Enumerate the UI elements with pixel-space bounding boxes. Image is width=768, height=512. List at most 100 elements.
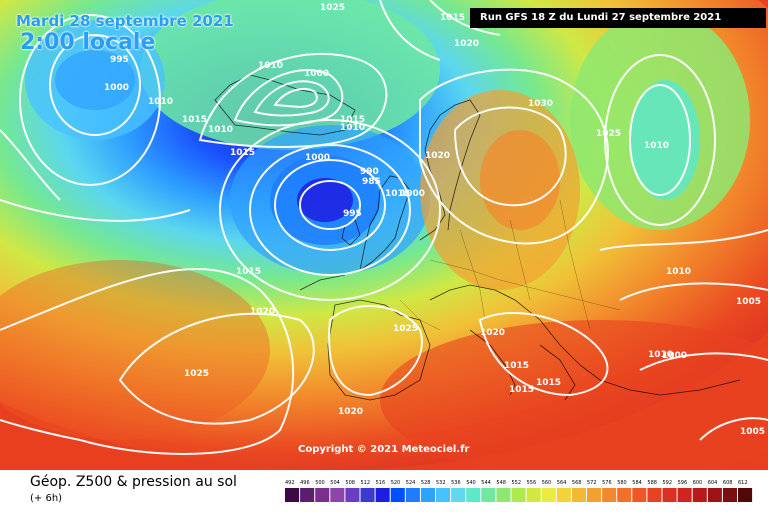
isobar-label: 1000 <box>305 153 330 163</box>
scale-swatch <box>345 488 360 502</box>
scale-tick-label: 540 <box>466 480 476 486</box>
scale-tick-label: 588 <box>647 480 657 486</box>
scale-swatch <box>300 488 315 502</box>
scale-tick-label: 532 <box>436 480 446 486</box>
scale-swatch <box>451 488 466 502</box>
isobar-label: 1020 <box>454 39 479 49</box>
scale-tick-label: 496 <box>300 480 310 486</box>
isobar-label: 1010 <box>148 97 173 107</box>
scale-tick-label: 568 <box>572 480 582 486</box>
isobar-label: 985 <box>362 177 381 187</box>
legend-subtitle: (+ 6h) <box>30 493 63 504</box>
isobar-label: 1025 <box>596 129 621 139</box>
scale-tick-label: 508 <box>345 480 355 486</box>
isobar-label: 1010 <box>258 61 283 71</box>
scale-tick-label: 572 <box>587 480 597 486</box>
scale-tick-label: 548 <box>496 480 506 486</box>
isobar-label: 1010 <box>666 267 691 277</box>
scale-tick-label: 580 <box>617 480 627 486</box>
scale-tick-label: 596 <box>678 480 688 486</box>
scale-swatch <box>420 488 435 502</box>
scale-swatch <box>330 488 345 502</box>
isobar-label: 1015 <box>536 378 561 388</box>
scale-tick-label: 528 <box>421 480 431 486</box>
isobar-label: 1010 <box>340 123 365 133</box>
isobar-label: 1005 <box>740 427 765 437</box>
isobar-label: 1015 <box>182 115 207 125</box>
scale-tick-label: 552 <box>512 480 522 486</box>
scale-tick-label: 500 <box>315 480 325 486</box>
isobar-label: 990 <box>360 167 379 177</box>
pressure-map: 1025 995 1000 1015 1010 1015 1010 1020 1… <box>0 0 768 470</box>
isobar-label: 1000 <box>400 189 425 199</box>
scale-swatch <box>390 488 405 502</box>
isobar-label: 1060 <box>304 69 329 79</box>
isobar-label: 1005 <box>736 297 761 307</box>
scale-swatch <box>285 488 300 502</box>
isobar-label: 1025 <box>393 324 418 334</box>
isobar-label: 1015 <box>230 148 255 158</box>
isobar-label: 1020 <box>250 307 275 317</box>
isobar-label: 1010 <box>385 189 410 199</box>
isobar-label: 1015 <box>509 385 534 395</box>
isobar-label: 1025 <box>320 3 345 13</box>
scale-swatch <box>662 488 677 502</box>
isobar-label: 1010 <box>208 125 233 135</box>
scale-swatch <box>677 488 692 502</box>
scale-tick-label: 608 <box>723 480 733 486</box>
scale-tick-label: 592 <box>663 480 673 486</box>
scale-tick-label: 516 <box>376 480 386 486</box>
isobar-label: 1025 <box>184 369 209 379</box>
scale-swatch <box>722 488 737 502</box>
scale-swatch <box>511 488 526 502</box>
scale-tick-label: 512 <box>361 480 371 486</box>
scale-swatch <box>541 488 556 502</box>
scale-swatch <box>632 488 647 502</box>
isobar-label: 1010 <box>644 141 669 151</box>
scale-swatch <box>571 488 586 502</box>
scale-swatch <box>436 488 451 502</box>
scale-tick-label: 560 <box>542 480 552 486</box>
isobar-label: 1015 <box>440 13 465 23</box>
scale-swatch <box>496 488 511 502</box>
scale-tick-label: 564 <box>557 480 567 486</box>
forecast-date: Mardi 28 septembre 2021 <box>16 12 234 30</box>
isobar-label: 995 <box>110 55 129 65</box>
isobar-label: 1020 <box>425 151 450 161</box>
color-scale: 492 496 500 504 508 512 516 520 524 528 532 536 540 5… <box>285 480 753 502</box>
isobar-label: 1030 <box>528 99 553 109</box>
scale-swatch <box>360 488 375 502</box>
isobar-label: 1000 <box>662 351 687 361</box>
scale-tick-label: 536 <box>451 480 461 486</box>
isobar-label: 1015 <box>236 267 261 277</box>
scale-swatch <box>466 488 481 502</box>
scale-tick-label: 524 <box>406 480 416 486</box>
scale-swatch <box>647 488 662 502</box>
scale-tick-label: 520 <box>391 480 401 486</box>
scale-swatch <box>738 488 753 502</box>
isobar-label: 1010 <box>648 350 673 360</box>
scale-tick-label: 544 <box>481 480 491 486</box>
scale-swatch <box>481 488 496 502</box>
isobar-label: 1015 <box>340 115 365 125</box>
scale-tick-label: 600 <box>693 480 703 486</box>
scale-tick-label: 576 <box>602 480 612 486</box>
forecast-local-time: 2:00 locale <box>20 30 156 55</box>
isobar-label: 995 <box>343 209 362 219</box>
legend-title: Géop. Z500 & pression au sol <box>30 474 237 490</box>
isobar-label: 1000 <box>104 83 129 93</box>
scale-tick-label: 492 <box>285 480 295 486</box>
scale-swatch <box>526 488 541 502</box>
scale-swatch <box>707 488 722 502</box>
model-run-banner: Run GFS 18 Z du Lundi 27 septembre 2021 <box>470 8 766 28</box>
isobar-label: 1020 <box>480 328 505 338</box>
scale-tick-label: 556 <box>527 480 537 486</box>
scale-swatch <box>602 488 617 502</box>
isobar-label: 1020 <box>338 407 363 417</box>
isobar-label: 1015 <box>504 361 529 371</box>
scale-swatch <box>375 488 390 502</box>
scale-swatch <box>587 488 602 502</box>
scale-tick-label: 612 <box>738 480 748 486</box>
scale-tick-label: 584 <box>632 480 642 486</box>
scale-tick-label: 604 <box>708 480 718 486</box>
